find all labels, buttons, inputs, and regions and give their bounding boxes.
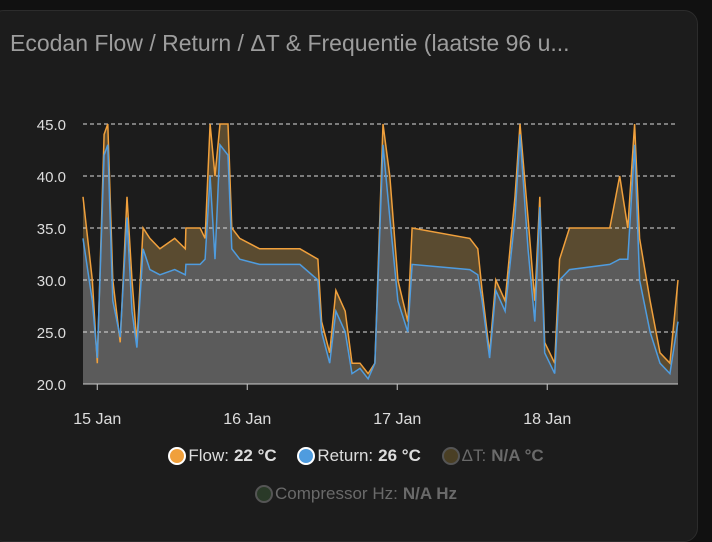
legend-return[interactable]: Return: 26 °C — [297, 446, 421, 466]
y-tick-label: 35.0 — [37, 221, 66, 238]
legend-row-2: Compressor Hz: N/A Hz — [0, 484, 712, 508]
legend-value: N/A Hz — [402, 484, 457, 503]
temperature-chart: 20.0 25.0 30.0 35.0 40.0 45.0 15 Jan 16 Jan 17 J… — [37, 117, 679, 428]
legend-row-1: Flow: 22 °C Return: 26 °C ΔT: N/A °C — [0, 446, 712, 470]
legend-flow[interactable]: Flow: 22 °C — [168, 446, 277, 466]
flow-color-dot — [168, 447, 187, 465]
y-tick-label: 25.0 — [37, 325, 66, 342]
x-tick-label: 16 Jan — [223, 411, 271, 428]
return-area — [83, 134, 678, 384]
x-tick-label: 17 Jan — [373, 411, 421, 428]
return-color-dot — [297, 447, 316, 465]
y-tick-label: 20.0 — [37, 377, 66, 394]
x-tick-label: 18 Jan — [523, 411, 571, 428]
y-tick-label: 30.0 — [37, 273, 66, 290]
legend-label: Compressor Hz: — [275, 484, 398, 503]
legend-compressor-hz[interactable]: Compressor Hz: N/A Hz — [255, 484, 457, 504]
legend-value: 22 °C — [233, 446, 277, 465]
card-title: Ecodan Flow / Return / ΔT & Frequentie (… — [10, 30, 570, 56]
legend-label: Flow: — [188, 446, 229, 465]
compressor-color-dot — [255, 485, 274, 503]
return-line — [82, 134, 679, 381]
y-tick-label: 40.0 — [37, 169, 66, 186]
flow-line — [82, 123, 679, 375]
y-tick-label: 45.0 — [37, 117, 66, 134]
delta-t-color-dot — [441, 447, 460, 465]
legend-value: N/A °C — [491, 446, 544, 465]
legend-delta-t[interactable]: ΔT: N/A °C — [441, 446, 544, 466]
x-tick-label: 15 Jan — [73, 411, 121, 428]
legend-label: ΔT: — [461, 446, 487, 465]
legend-value: 26 °C — [378, 446, 421, 465]
legend-label: Return: — [317, 446, 374, 465]
